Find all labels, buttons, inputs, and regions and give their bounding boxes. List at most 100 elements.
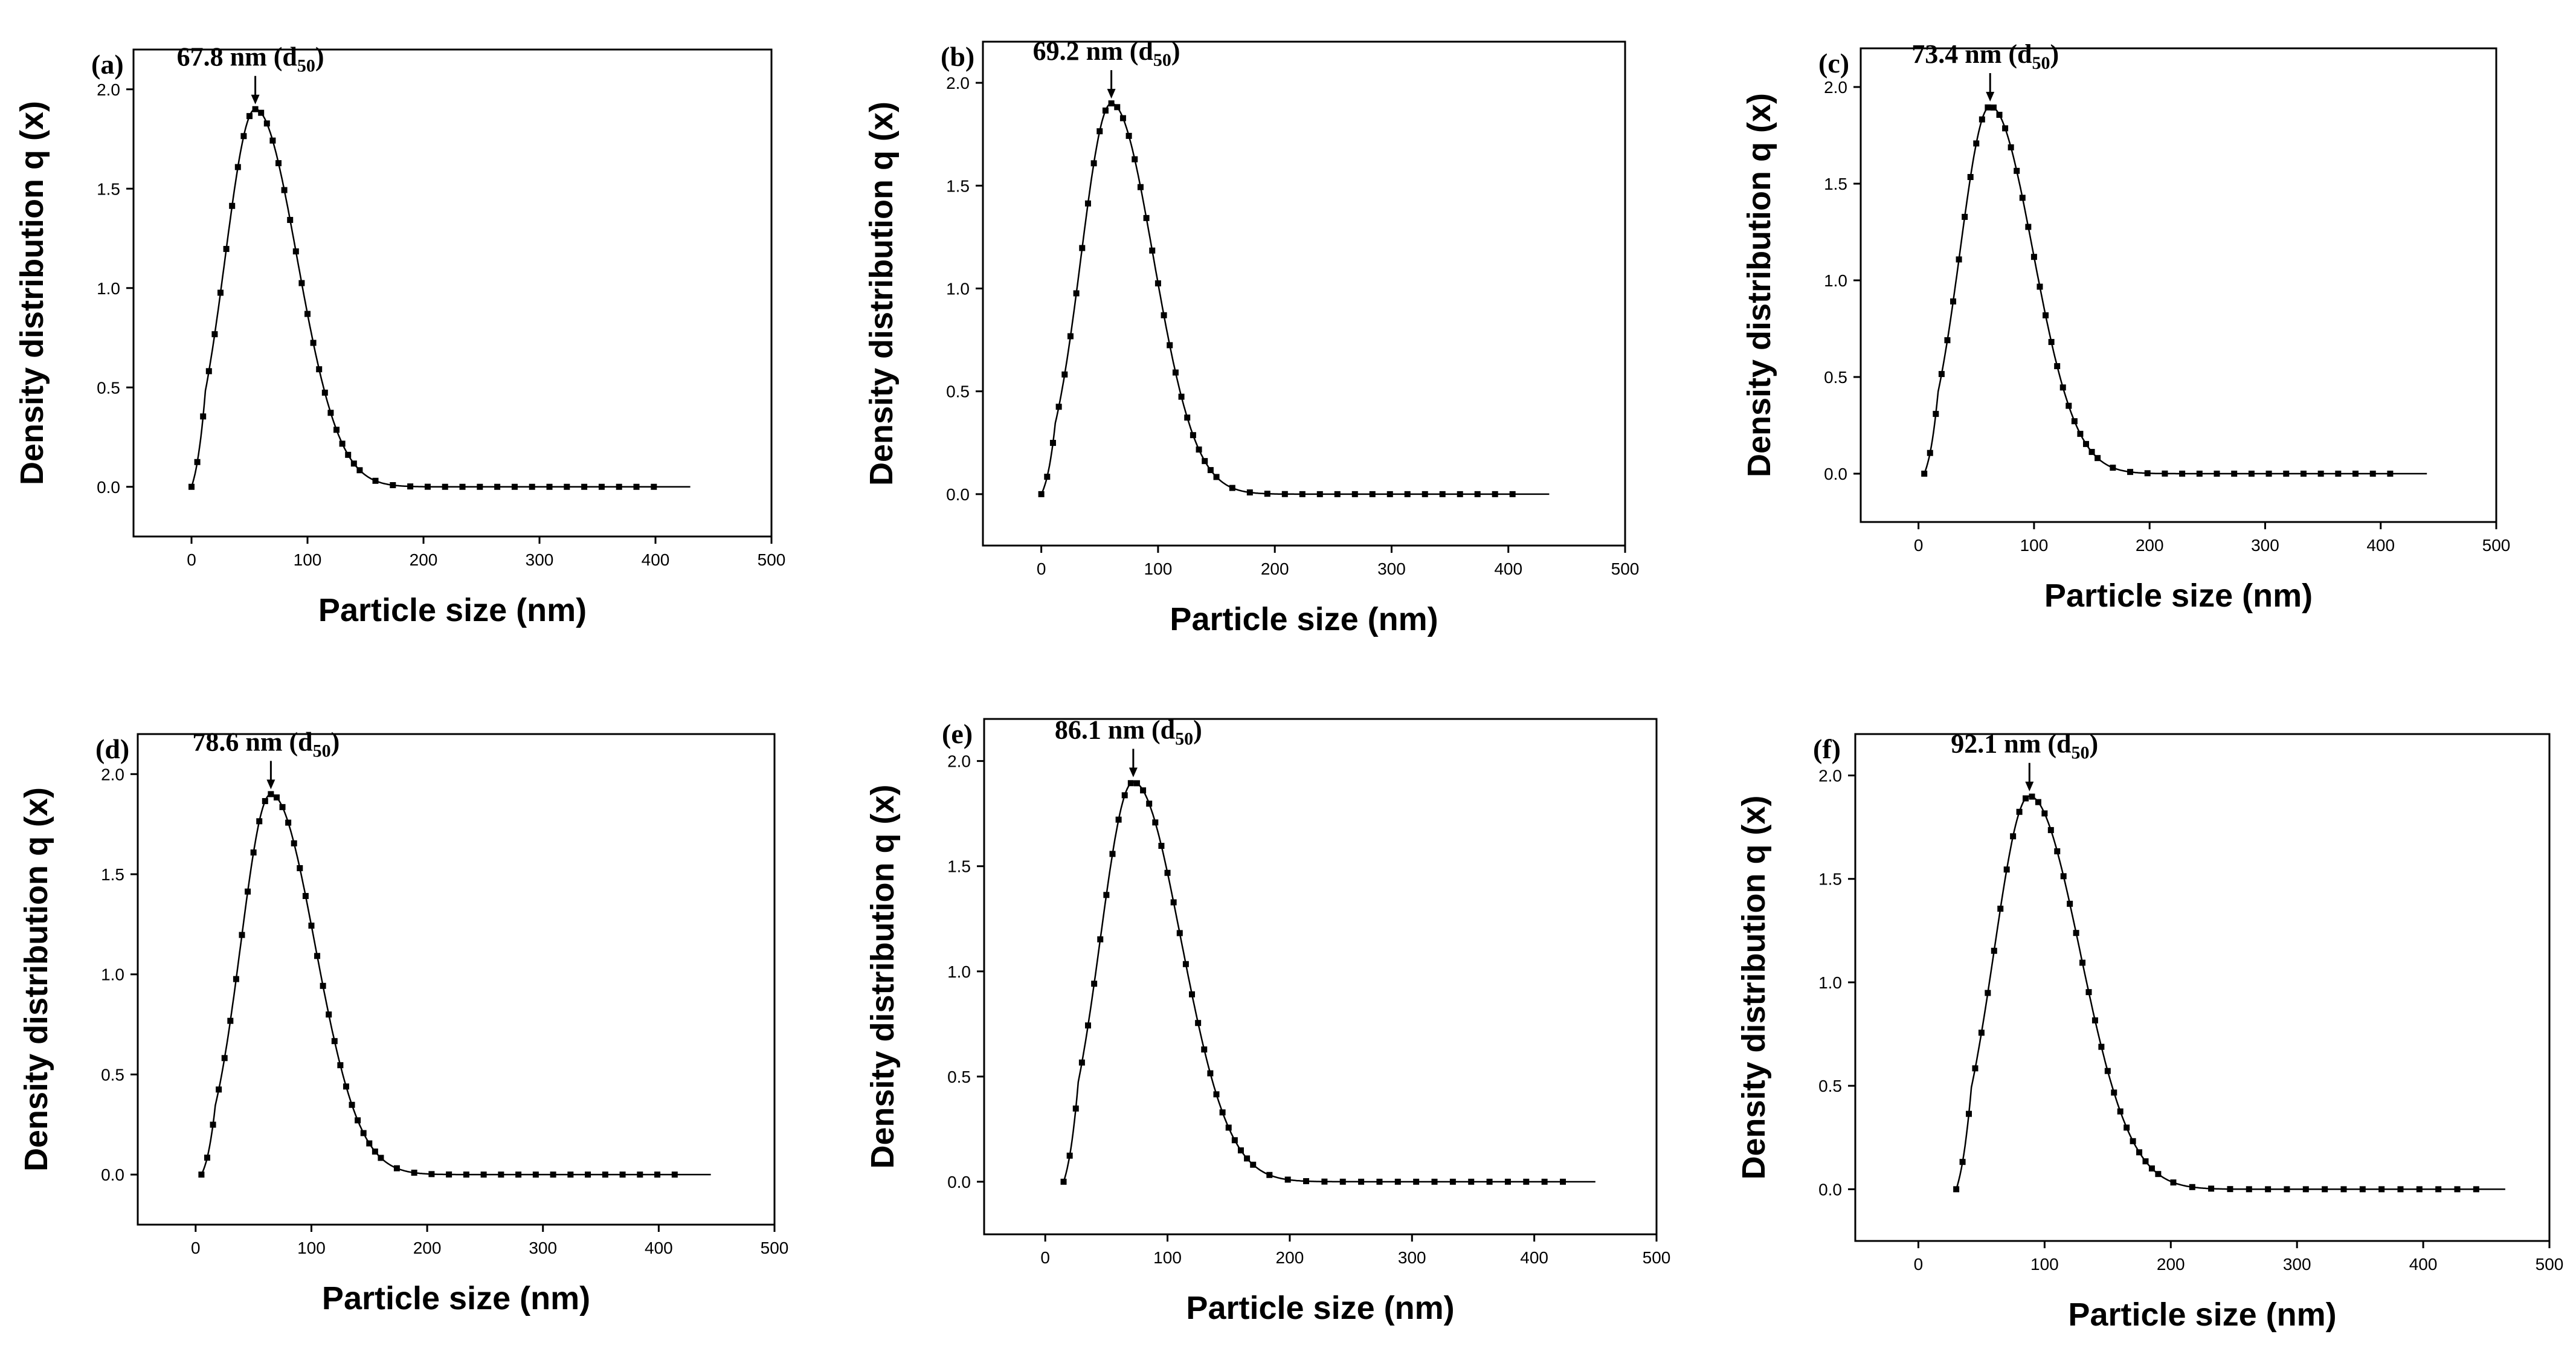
density-curve (1955, 795, 2505, 1190)
annotation-arrowhead (251, 94, 260, 105)
data-point (602, 1171, 608, 1178)
x-tick-label: 0 (1040, 1248, 1050, 1267)
density-curve (1040, 102, 1550, 495)
y-tick-label: 0.0 (101, 1165, 124, 1184)
data-point (1091, 981, 1098, 987)
data-point (310, 340, 317, 346)
plot-frame (1860, 47, 2497, 523)
data-point (511, 483, 518, 490)
data-point (350, 460, 357, 467)
data-point (2071, 418, 2078, 425)
data-point (2473, 1186, 2479, 1193)
data-point (1413, 1178, 1420, 1185)
data-point (1996, 112, 2003, 118)
data-point (233, 976, 239, 982)
x-tick-label: 100 (294, 550, 322, 569)
data-point (1108, 100, 1115, 107)
x-tick-label: 0 (1914, 536, 1924, 555)
data-point (1176, 930, 1183, 936)
y-tick-label: 2.0 (947, 752, 971, 771)
data-point (262, 798, 268, 804)
data-point (2397, 1186, 2404, 1193)
data-point (585, 1171, 591, 1178)
data-point (2265, 1186, 2272, 1193)
y-tick-label: 1.0 (97, 279, 120, 298)
data-point (366, 1140, 373, 1147)
panel-2: 0 100 200 300 400 500 0.0 0.5 1.0 1.5 2.0 Particle … (863, 36, 1639, 637)
data-point (1299, 491, 1306, 497)
y-tick-label: 2.0 (97, 80, 120, 99)
data-point (216, 1086, 222, 1093)
density-curve (1063, 781, 1596, 1183)
x-tick-label: 200 (2157, 1255, 2185, 1274)
panel-1: 0 100 200 300 400 500 0.0 0.5 1.0 1.5 2.0 Particle … (14, 42, 785, 628)
y-tick-label: 1.0 (947, 962, 971, 981)
data-point (297, 865, 303, 871)
data-point (2302, 1186, 2309, 1193)
annotation-arrowhead (1986, 92, 1995, 102)
density-curve (201, 793, 711, 1176)
data-point (2104, 1068, 2111, 1074)
plot-frame (982, 40, 1626, 547)
data-point (1492, 491, 1498, 497)
annotation-arrowhead (1129, 767, 1138, 778)
data-point (1102, 107, 1109, 114)
data-point (1184, 414, 1191, 421)
data-point (1060, 1178, 1067, 1185)
y-tick-label: 1.5 (101, 865, 124, 884)
data-point (2035, 799, 2041, 805)
x-tick-label: 100 (2020, 536, 2049, 555)
data-point (1266, 1171, 1273, 1178)
data-point (1109, 851, 1116, 857)
x-tick-label: 100 (297, 1239, 326, 1257)
data-point (1066, 1152, 1073, 1159)
x-axis-label: Particle size (nm) (318, 592, 587, 628)
data-point (2369, 471, 2376, 477)
data-point (2248, 471, 2255, 477)
x-tick-label: 100 (1153, 1248, 1182, 1267)
data-point (1339, 1178, 1346, 1185)
y-tick-label: 2.0 (1818, 766, 1842, 785)
data-point (2387, 471, 2394, 477)
y-tick-label: 2.0 (946, 74, 970, 92)
data-point (1985, 990, 1991, 996)
data-point (411, 1170, 417, 1176)
data-point (2416, 1186, 2423, 1193)
data-point (356, 467, 363, 474)
data-point (1219, 1109, 1226, 1116)
x-tick-label: 200 (410, 550, 438, 569)
x-tick-label: 200 (1261, 559, 1289, 578)
data-point (2043, 312, 2049, 318)
data-point (1067, 333, 1074, 340)
x-tick-label: 300 (1377, 559, 1406, 578)
data-point (1149, 247, 1156, 254)
data-point (256, 818, 263, 825)
data-point (1084, 200, 1091, 207)
data-point (1959, 1159, 1966, 1165)
data-point (1237, 1147, 1244, 1154)
data-point (2148, 1165, 2155, 1172)
data-point (2016, 808, 2023, 815)
data-point (2054, 363, 2061, 370)
data-point (2179, 470, 2186, 477)
data-point (2300, 471, 2307, 477)
data-point (258, 109, 265, 116)
data-point (200, 413, 207, 420)
data-point (1127, 780, 1134, 787)
data-point (279, 804, 286, 810)
data-point (355, 1117, 361, 1124)
data-point (2127, 469, 2134, 475)
data-point (2095, 455, 2101, 462)
data-point (1146, 801, 1153, 807)
data-point (2378, 1186, 2385, 1193)
panel-label: (a) (91, 49, 124, 80)
data-point (1246, 489, 1253, 496)
x-tick-label: 500 (761, 1239, 789, 1257)
data-point (2317, 471, 2324, 477)
data-point (1997, 906, 2004, 912)
data-point (2085, 989, 2092, 996)
x-tick-label: 500 (2536, 1255, 2564, 1274)
data-point (1172, 369, 1179, 376)
data-point (1394, 1178, 1401, 1185)
x-tick-label: 400 (2409, 1255, 2438, 1274)
